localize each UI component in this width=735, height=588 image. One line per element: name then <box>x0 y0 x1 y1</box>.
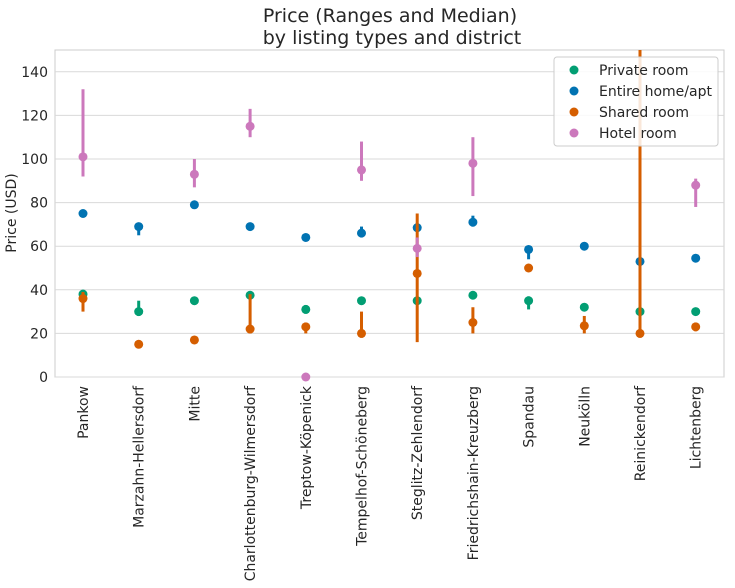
y-tick-label: 60 <box>30 239 48 255</box>
data-point <box>412 243 422 253</box>
y-tick-label: 40 <box>30 283 48 299</box>
data-point <box>468 290 478 300</box>
chart-subtitle: by listing types and district <box>263 27 522 49</box>
x-tick-label: Pankow <box>76 386 92 439</box>
data-point <box>134 307 144 317</box>
series <box>78 89 701 382</box>
x-tick-label: Reinickendorf <box>633 385 649 481</box>
data-point <box>189 296 199 306</box>
data-point <box>357 328 366 338</box>
legend-label: Entire home/apt <box>599 84 712 100</box>
legend-label: Shared room <box>599 105 689 121</box>
chart-title: Price (Ranges and Median) <box>263 5 517 27</box>
x-tick-labels: Pankow Marzahn-Hellersdorf Mitte Charlotten… <box>76 385 705 581</box>
data-point <box>524 296 534 306</box>
data-point <box>691 253 701 263</box>
legend-marker <box>569 107 579 117</box>
data-point <box>78 294 88 304</box>
data-point <box>579 241 589 251</box>
y-tick-labels: 0 20 40 60 80 100 120 140 <box>21 65 48 386</box>
data-point <box>357 165 366 175</box>
x-tick-label: Treptow-Köpenick <box>299 385 315 510</box>
data-point <box>691 307 701 317</box>
x-tick-label: Neukölln <box>577 386 593 447</box>
data-point <box>468 158 478 168</box>
data-point <box>301 372 311 382</box>
data-point <box>245 121 255 131</box>
data-point <box>134 222 144 232</box>
data-point <box>301 322 311 332</box>
y-tick-label: 140 <box>21 65 48 81</box>
data-point <box>189 169 199 179</box>
series <box>78 200 701 266</box>
data-point <box>579 302 589 312</box>
legend-label: Private room <box>599 63 688 79</box>
x-tick-label: Tempelhof-Schöneberg <box>355 386 371 547</box>
data-point <box>412 268 422 278</box>
x-tick-label: Friedrichshain-Kreuzberg <box>466 386 482 560</box>
x-tick-label: Charlottenburg-Wilmersdorf <box>243 385 259 581</box>
data-point <box>468 217 478 227</box>
data-point <box>189 335 199 345</box>
data-point <box>524 263 534 273</box>
data-point <box>524 244 534 254</box>
data-point <box>189 200 199 210</box>
data-point <box>357 296 366 306</box>
y-tick-label: 20 <box>30 326 48 342</box>
legend-marker <box>569 65 579 75</box>
data-point <box>245 222 255 232</box>
data-point <box>301 304 311 314</box>
legend-label: Hotel room <box>599 126 677 142</box>
x-tick-label: Lichtenberg <box>689 386 705 469</box>
data-point <box>78 152 88 162</box>
x-tick-label: Steglitz-Zehlendorf <box>410 385 426 520</box>
legend-marker <box>569 128 579 138</box>
data-point <box>579 321 589 331</box>
data-point <box>78 209 88 218</box>
y-tick-label: 120 <box>21 108 48 124</box>
y-tick-label: 80 <box>30 196 48 212</box>
x-tick-label: Spandau <box>522 386 538 448</box>
y-tick-label: 0 <box>39 370 48 386</box>
y-axis-label: Price (USD) <box>4 173 20 252</box>
legend-marker <box>569 86 579 96</box>
y-tick-label: 100 <box>21 152 48 168</box>
data-point <box>691 322 701 332</box>
data-point <box>245 324 255 334</box>
data-point <box>357 228 366 238</box>
legend: Private room Entire home/apt Shared room Ho… <box>553 56 719 147</box>
data-point <box>301 232 311 242</box>
x-tick-label: Mitte <box>187 386 203 422</box>
legend-box <box>553 56 719 147</box>
data-point <box>134 339 144 349</box>
data-point <box>468 318 478 327</box>
data-point <box>691 180 701 190</box>
data-point <box>635 328 645 338</box>
x-tick-label: Marzahn-Hellersdorf <box>132 385 148 528</box>
